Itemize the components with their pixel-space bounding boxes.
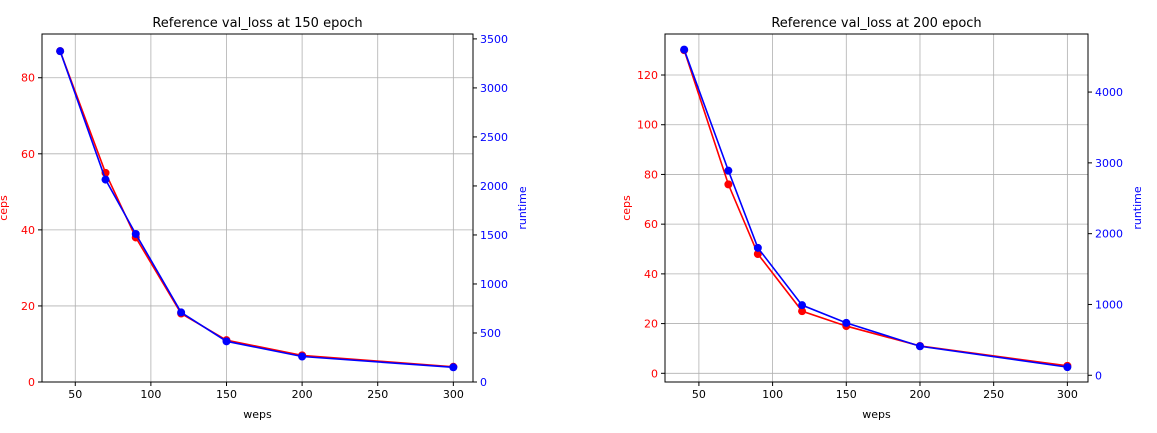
y-left-tick-label: 120 [637, 69, 658, 82]
y-left-tick-label: 100 [637, 119, 658, 132]
data-point-runtime [798, 301, 807, 310]
series-line-ceps [683, 49, 1068, 367]
data-point-runtime [222, 337, 231, 346]
data-point-runtime [753, 243, 762, 252]
plot-frame [41, 33, 474, 383]
y-right-tick-label: 2000 [1095, 228, 1123, 241]
y-left-axis-label: ceps [0, 195, 10, 221]
x-tick-label: 300 [443, 388, 464, 401]
y-right-axis-label: runtime [1131, 186, 1144, 230]
y-right-tick-label: 1000 [480, 278, 508, 291]
series-line-runtime [59, 50, 454, 369]
data-point-ceps [753, 249, 762, 258]
y-right-tick-label: 2000 [480, 180, 508, 193]
y-left-axis-label: ceps [620, 195, 633, 221]
x-axis-label: weps [862, 408, 891, 421]
data-point-runtime [724, 166, 733, 175]
y-left-tick-label: 20 [21, 300, 35, 313]
data-point-ceps [798, 307, 807, 316]
x-tick-label: 200 [292, 388, 313, 401]
y-left-tick-label: 60 [644, 218, 658, 231]
chart-1: 50 100 150 200 250 30002040608005001000150020… [0, 16, 529, 421]
data-point-runtime [177, 308, 186, 317]
x-tick-label: 100 [140, 388, 161, 401]
x-tick-label: 200 [909, 388, 930, 401]
data-point-runtime [449, 363, 458, 372]
y-left-tick-label: 40 [644, 268, 658, 281]
chart-title: Reference val_loss at 200 epoch [771, 16, 981, 31]
x-tick-label: 250 [367, 388, 388, 401]
y-right-axis-label: runtime [516, 186, 529, 230]
y-left-tick-label: 80 [21, 72, 35, 85]
x-tick-label: 100 [762, 388, 783, 401]
x-tick-label: 300 [1057, 388, 1078, 401]
y-left-tick-label: 0 [28, 376, 35, 389]
data-point-runtime [1063, 363, 1072, 372]
y-left-tick-label: 60 [21, 148, 35, 161]
y-right-tick-label: 3000 [1095, 157, 1123, 170]
y-left-tick-label: 80 [644, 168, 658, 181]
x-tick-label: 150 [216, 388, 237, 401]
series-line-runtime [683, 49, 1068, 368]
data-point-runtime [842, 318, 851, 327]
y-right-tick-label: 1500 [480, 229, 508, 242]
y-left-tick-label: 20 [644, 318, 658, 331]
y-left-tick-label: 0 [651, 367, 658, 380]
y-right-tick-label: 4000 [1095, 86, 1123, 99]
data-point-runtime [101, 175, 110, 184]
y-left-tick-label: 40 [21, 224, 35, 237]
chart-2: 50 100 150 200 250 30002040608010012001000200… [620, 16, 1144, 421]
y-right-tick-label: 0 [1095, 369, 1102, 382]
data-point-runtime [56, 47, 65, 56]
x-tick-label: 50 [68, 388, 82, 401]
y-right-tick-label: 1000 [1095, 298, 1123, 311]
chart-title: Reference val_loss at 150 epoch [152, 16, 362, 31]
data-point-ceps [724, 180, 733, 189]
y-right-tick-label: 3000 [480, 82, 508, 95]
x-tick-label: 250 [983, 388, 1004, 401]
x-tick-label: 50 [692, 388, 706, 401]
x-tick-label: 150 [836, 388, 857, 401]
y-right-tick-label: 2500 [480, 131, 508, 144]
series-line-ceps [59, 50, 454, 368]
data-point-runtime [915, 342, 924, 351]
y-right-tick-label: 500 [480, 327, 501, 340]
data-point-runtime [680, 45, 689, 54]
plot-frame [664, 33, 1089, 383]
data-point-runtime [131, 229, 140, 238]
data-point-runtime [298, 352, 307, 361]
y-right-tick-label: 0 [480, 376, 487, 389]
x-axis-label: weps [243, 408, 272, 421]
y-right-tick-label: 3500 [480, 33, 508, 46]
